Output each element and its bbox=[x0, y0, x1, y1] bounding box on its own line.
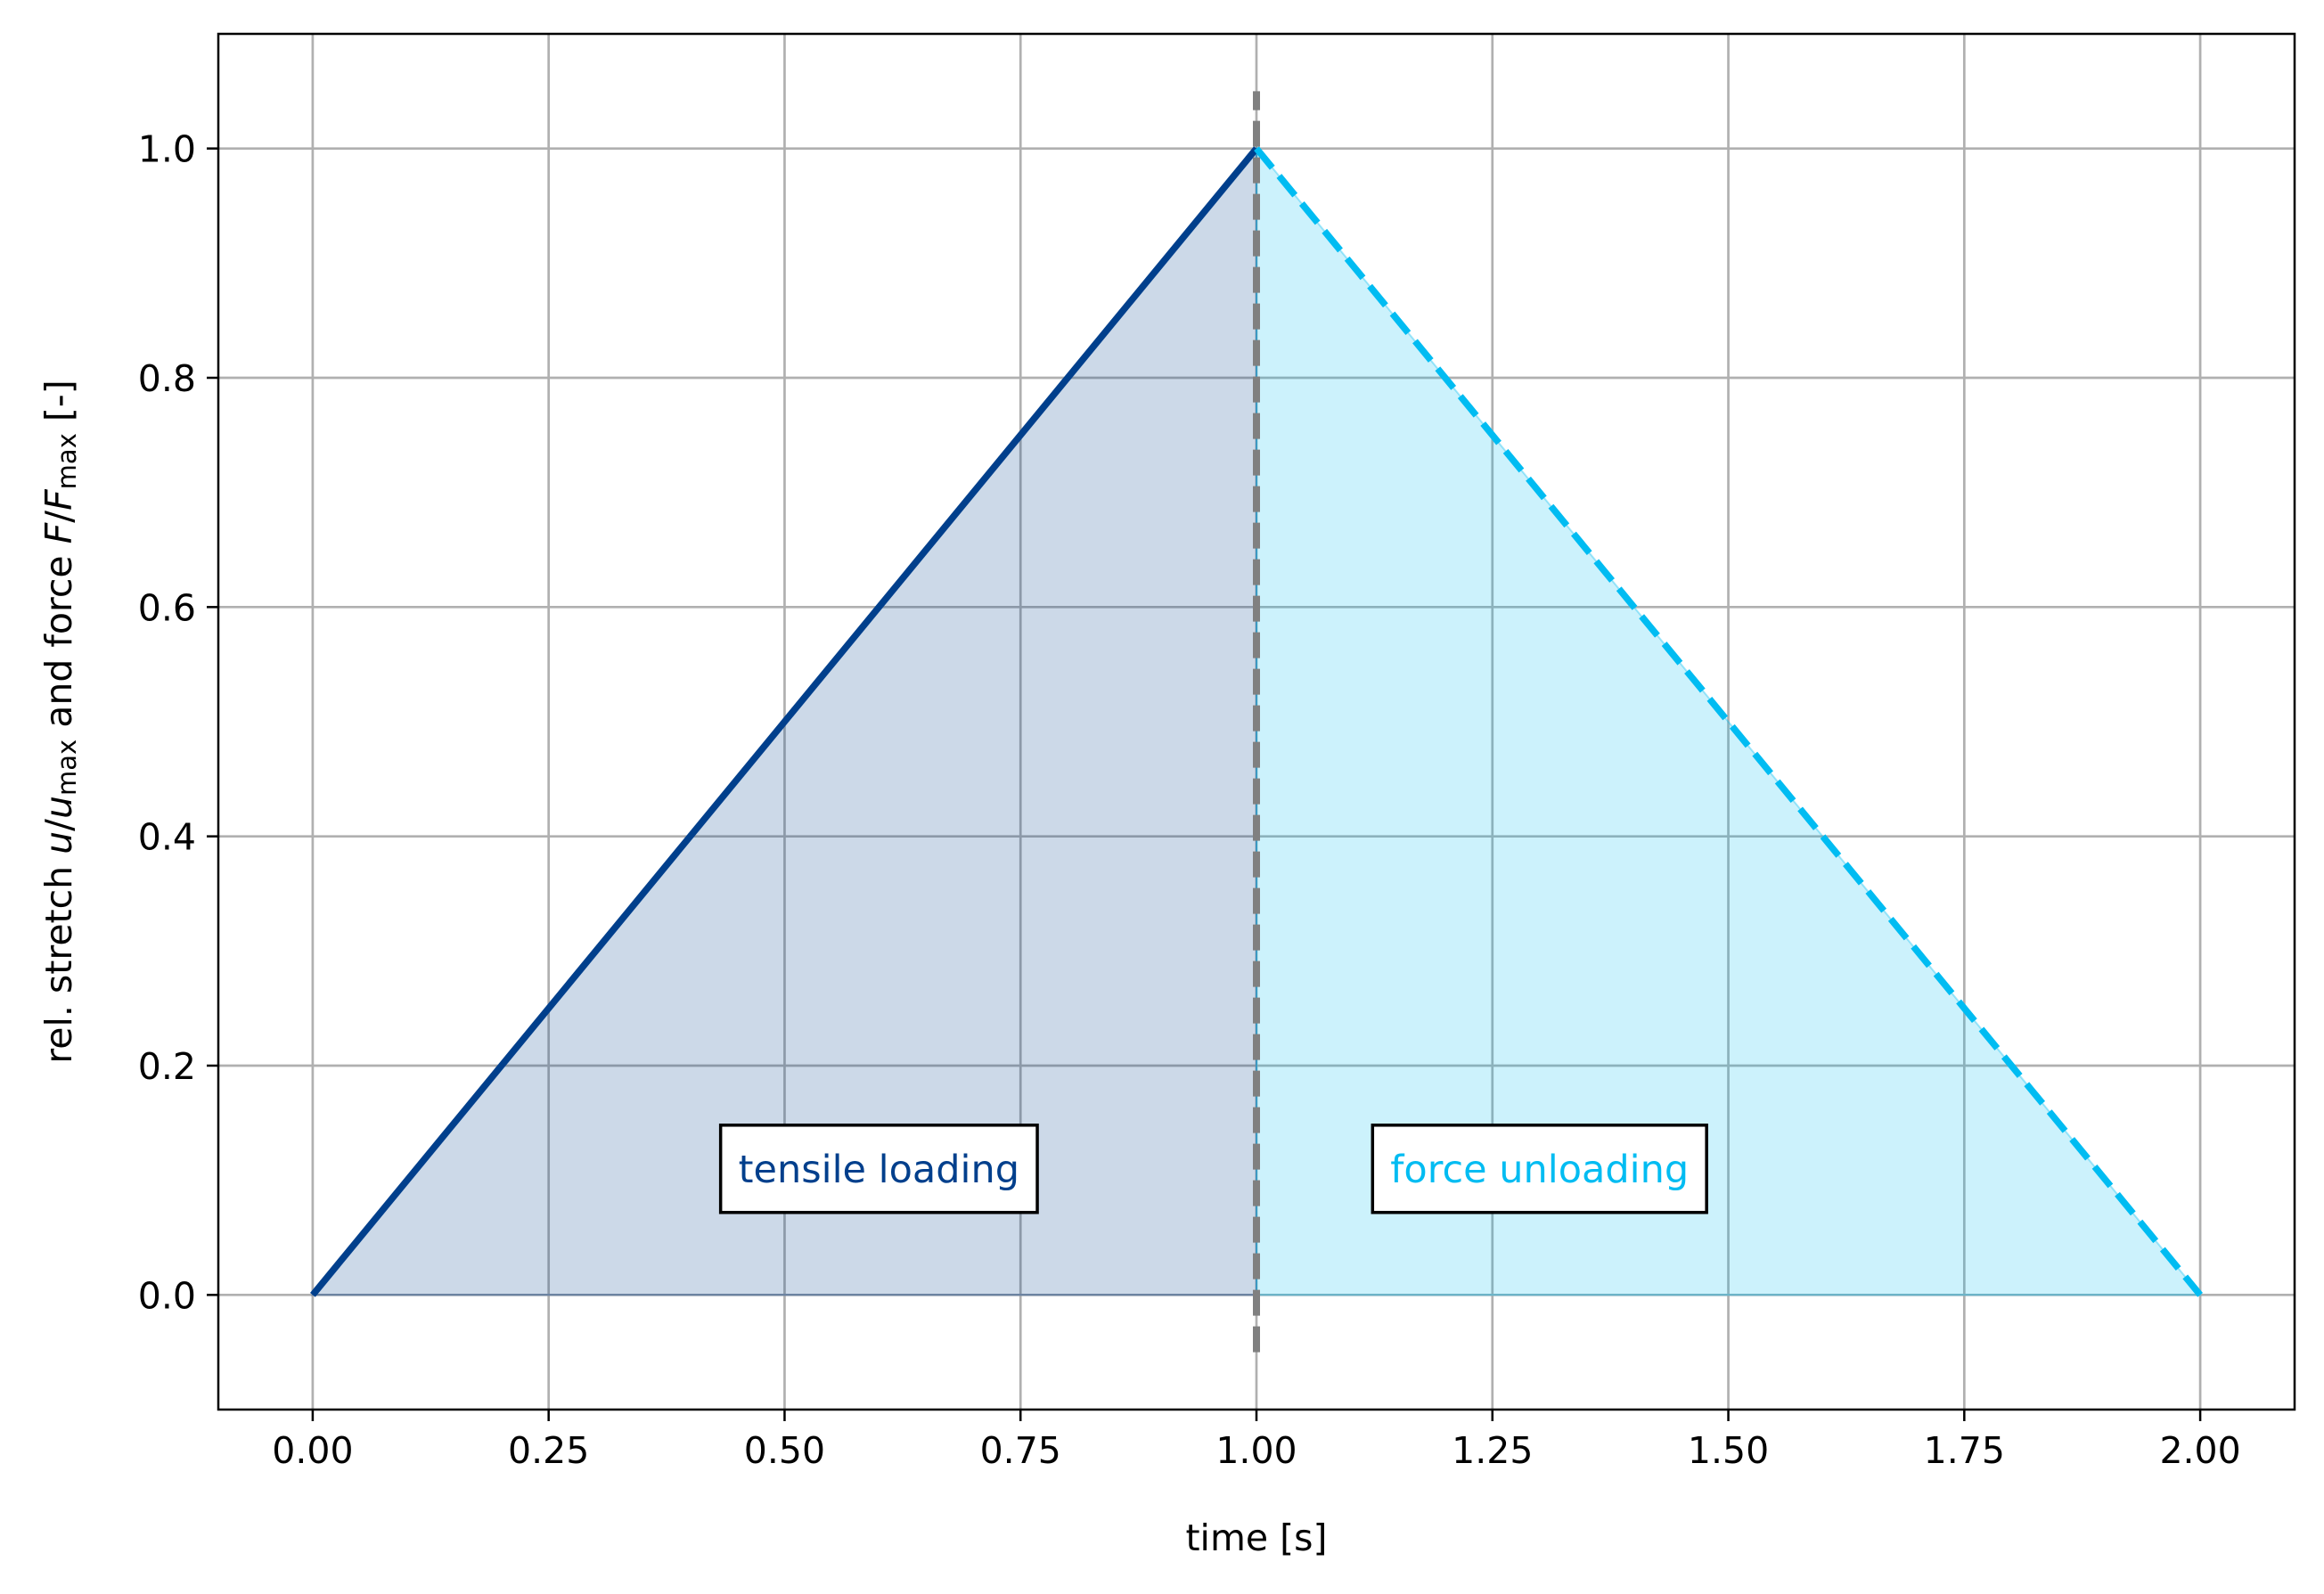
y-axis-title-part: F bbox=[37, 521, 80, 544]
annotation-label: force unloading bbox=[1390, 1148, 1689, 1192]
series-lines bbox=[310, 91, 2203, 1353]
x-axis-title: time [s] bbox=[1185, 1516, 1327, 1559]
series-0-line bbox=[310, 146, 1259, 1297]
y-axis-title-part: max bbox=[52, 433, 82, 489]
x-tick-label: 1.75 bbox=[1924, 1429, 2005, 1472]
y-axis-title-part: u bbox=[37, 831, 80, 854]
x-tick-label: 1.50 bbox=[1688, 1429, 1769, 1472]
annotation-frame bbox=[1371, 1124, 1708, 1214]
x-tick-label: 0.00 bbox=[272, 1429, 353, 1472]
annotation-label: tensile loading bbox=[739, 1148, 1019, 1192]
y-axis-title-part: u bbox=[37, 796, 80, 819]
y-tick-label: 1.0 bbox=[138, 128, 196, 171]
y-tick-label: 0.0 bbox=[138, 1274, 196, 1317]
y-tick-label: 0.8 bbox=[138, 357, 196, 400]
annotation-frame bbox=[718, 1124, 1039, 1214]
y-tick-label: 0.6 bbox=[138, 586, 196, 629]
y-axis-title-part: F bbox=[37, 488, 80, 511]
ticks: 0.00 0.25 0.50 0.75 1.00 1.25 1.50 1.75 2.00 0.0 0… bbox=[138, 128, 2241, 1472]
y-tick-label: 0.4 bbox=[138, 816, 196, 859]
x-tick-label: 0.25 bbox=[508, 1429, 589, 1472]
y-axis-title-part: and force bbox=[37, 544, 80, 739]
y-axis-title-part: rel. stretch bbox=[37, 854, 80, 1064]
annotations: tensile loading force unloading bbox=[718, 1124, 1708, 1214]
x-tick-label: 1.25 bbox=[1452, 1429, 1533, 1472]
y-axis-title: rel. stretch u/umax and force F/Fmax [-] bbox=[37, 380, 82, 1063]
y-axis-title-part: / bbox=[37, 511, 80, 523]
x-tick-label: 0.50 bbox=[744, 1429, 825, 1472]
annotation-box: tensile loading bbox=[718, 1124, 1039, 1214]
y-axis-title-part: / bbox=[37, 819, 80, 831]
x-tick-label: 2.00 bbox=[2159, 1429, 2240, 1472]
y-axis-title-part: max bbox=[52, 740, 82, 796]
y-tick-label: 0.2 bbox=[138, 1045, 196, 1088]
x-tick-label: 1.00 bbox=[1215, 1429, 1297, 1472]
x-tick-label: 0.75 bbox=[980, 1429, 1061, 1472]
annotation-box: force unloading bbox=[1371, 1124, 1708, 1214]
y-axis-title-part: [-] bbox=[37, 380, 80, 433]
